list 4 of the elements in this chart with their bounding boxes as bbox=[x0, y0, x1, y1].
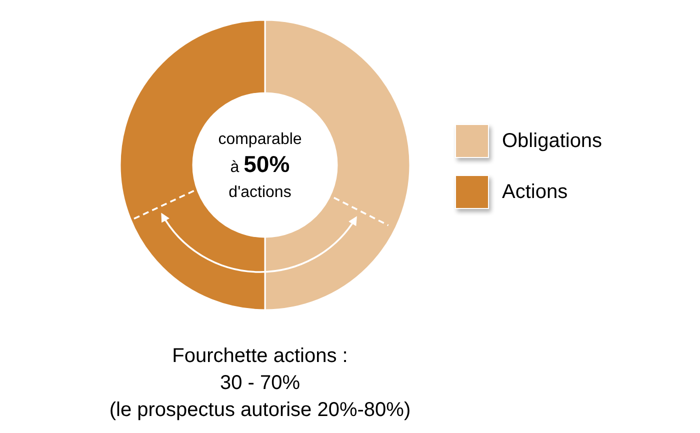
text: Fourchette actions : 30 - 70% (le prospectus autorise 20%-80%) bbox=[109, 345, 411, 421]
legend-label: Actions bbox=[502, 180, 568, 202]
legend-label: Obligations bbox=[502, 130, 602, 152]
text: comparable à 50% d'actions bbox=[218, 131, 302, 201]
